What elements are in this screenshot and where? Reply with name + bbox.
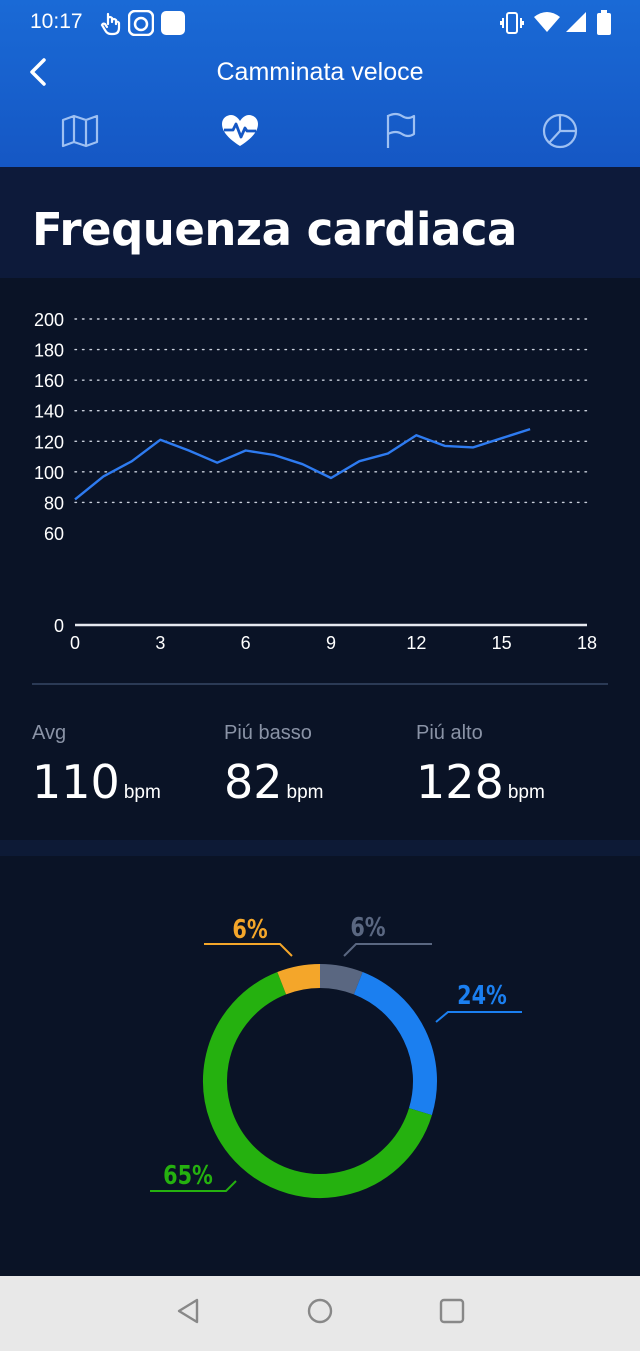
flag-icon	[382, 112, 418, 154]
slice-leader-line	[150, 1180, 237, 1192]
divider	[32, 683, 608, 685]
back-triangle-icon	[175, 1297, 203, 1329]
nav-recents-button[interactable]	[435, 1296, 469, 1330]
x-tick-label: 9	[326, 633, 336, 653]
system-nav-bar	[0, 1276, 640, 1351]
y-tick-label: 100	[34, 463, 64, 483]
chart-panel	[0, 278, 640, 840]
tab-map[interactable]	[58, 112, 102, 154]
section-title: Frequenza cardiaca	[32, 203, 517, 256]
x-tick-label: 15	[492, 633, 512, 653]
stat-value: 128	[416, 755, 504, 809]
stat-label: Avg	[32, 722, 67, 744]
stat-unit: bpm	[123, 782, 161, 803]
y-tick-label: 60	[44, 524, 64, 544]
map-icon	[61, 114, 99, 152]
tab-laps[interactable]	[378, 112, 422, 154]
nav-back-button[interactable]	[172, 1296, 206, 1330]
home-circle-icon	[306, 1297, 334, 1329]
donut-slice	[353, 972, 437, 1116]
y-tick-label: 0	[54, 616, 64, 636]
stat-avg: Avg 110 bpm	[32, 722, 161, 809]
stat-value: 82	[224, 755, 283, 809]
status-time: 10:17	[30, 10, 83, 33]
tab-heart-rate[interactable]	[218, 112, 262, 154]
stat-label: Piú basso	[224, 722, 312, 744]
y-tick-label: 160	[34, 371, 64, 391]
x-tick-label: 6	[241, 633, 251, 653]
donut-slice	[319, 964, 363, 995]
square-app-icon	[160, 10, 186, 40]
donut-slice	[277, 964, 321, 995]
slice-percent-label: 6%	[232, 914, 267, 945]
wifi-icon	[533, 10, 561, 38]
back-button[interactable]	[22, 54, 58, 90]
stat-unit: bpm	[286, 782, 324, 803]
touch-icon	[100, 10, 122, 40]
heart-rate-zones-donut: 6% 24% 65% 6%	[150, 912, 522, 1198]
slice-leader-line	[343, 943, 432, 957]
status-bar: 10:17	[0, 0, 640, 48]
x-tick-label: 12	[406, 633, 426, 653]
zones-panel	[0, 856, 640, 1276]
stat-label: Piú alto	[416, 722, 483, 744]
stat-lowest: Piú basso 82 bpm	[224, 722, 324, 809]
section-gap	[0, 840, 640, 856]
slice-leader-line	[435, 1011, 522, 1023]
battery-icon	[597, 10, 611, 40]
recents-square-icon	[438, 1297, 466, 1329]
x-tick-label: 3	[155, 633, 165, 653]
y-tick-label: 80	[44, 493, 64, 513]
x-tick-label: 0	[70, 633, 80, 653]
slice-percent-label: 65%	[163, 1160, 213, 1191]
app-icon	[127, 9, 155, 40]
donut-slice	[203, 972, 432, 1198]
stat-unit: bpm	[507, 782, 545, 803]
pie-chart-icon	[541, 112, 579, 154]
slice-percent-label: 6%	[350, 912, 385, 943]
heart-rate-chart: 0 60 80 100 120 140 160 180 200 0 3 6 9 12 15 18	[34, 310, 597, 653]
nav-home-button[interactable]	[303, 1296, 337, 1330]
activity-title: Camminata veloce	[216, 58, 424, 86]
y-tick-label: 140	[34, 402, 64, 422]
vibrate-icon	[500, 10, 524, 40]
heart-rate-series-line	[74, 427, 531, 501]
app-header: 10:17 Camminata veloce	[0, 0, 640, 167]
stat-value: 110	[32, 755, 120, 809]
heart-rate-icon	[220, 113, 260, 153]
cell-signal-icon	[565, 10, 587, 38]
y-tick-label: 200	[34, 310, 64, 330]
stat-highest: Piú alto 128 bpm	[416, 722, 545, 809]
y-tick-label: 120	[34, 432, 64, 452]
slice-percent-label: 24%	[457, 980, 507, 1011]
tab-zones[interactable]	[538, 112, 582, 154]
slice-leader-line	[204, 943, 293, 957]
x-tick-label: 18	[577, 633, 597, 653]
section-title-band	[0, 167, 640, 278]
y-tick-label: 180	[34, 341, 64, 361]
